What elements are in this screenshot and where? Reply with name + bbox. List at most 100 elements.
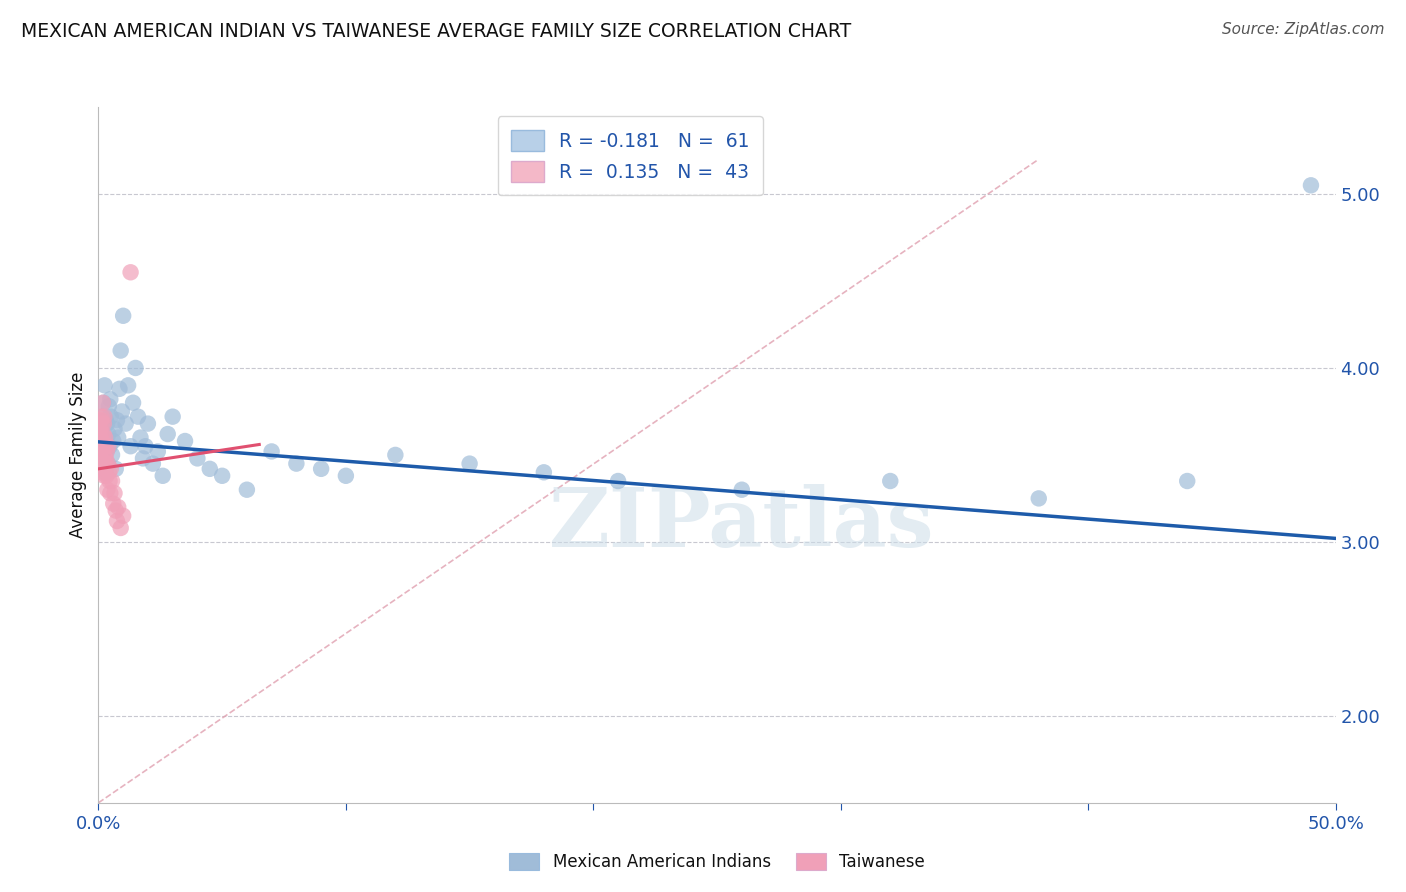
- Text: MEXICAN AMERICAN INDIAN VS TAIWANESE AVERAGE FAMILY SIZE CORRELATION CHART: MEXICAN AMERICAN INDIAN VS TAIWANESE AVE…: [21, 22, 852, 41]
- Text: Source: ZipAtlas.com: Source: ZipAtlas.com: [1222, 22, 1385, 37]
- Point: [93, 378, 115, 392]
- Point: [533, 466, 555, 480]
- Point: [152, 468, 174, 483]
- Point: [91, 466, 114, 480]
- Point: [103, 434, 125, 448]
- Point: [458, 457, 481, 471]
- Point: [198, 462, 221, 476]
- Text: ZIPatlas: ZIPatlas: [550, 484, 935, 565]
- Point: [146, 444, 169, 458]
- Point: [142, 457, 165, 471]
- Point: [103, 422, 125, 436]
- Point: [96, 444, 118, 458]
- Point: [100, 409, 122, 424]
- Point: [91, 451, 114, 466]
- Point: [124, 361, 146, 376]
- Point: [94, 431, 117, 445]
- Point: [97, 427, 120, 442]
- Point: [236, 483, 259, 497]
- Y-axis label: Average Family Size: Average Family Size: [69, 372, 87, 538]
- Point: [93, 434, 115, 448]
- Point: [97, 466, 120, 480]
- Point: [156, 427, 179, 442]
- Point: [90, 444, 112, 458]
- Point: [384, 448, 406, 462]
- Point: [98, 474, 121, 488]
- Point: [97, 399, 120, 413]
- Point: [122, 396, 145, 410]
- Legend: R = -0.181   N =  61, R =  0.135   N =  43: R = -0.181 N = 61, R = 0.135 N = 43: [498, 117, 763, 195]
- Point: [98, 392, 121, 407]
- Point: [120, 439, 142, 453]
- Point: [103, 486, 125, 500]
- Point: [90, 434, 112, 448]
- Point: [90, 413, 112, 427]
- Point: [134, 439, 156, 453]
- Point: [94, 462, 117, 476]
- Point: [91, 396, 114, 410]
- Point: [91, 417, 114, 431]
- Point: [96, 468, 118, 483]
- Point: [112, 309, 135, 323]
- Point: [93, 448, 115, 462]
- Point: [89, 439, 111, 453]
- Point: [98, 486, 121, 500]
- Point: [96, 483, 118, 497]
- Point: [174, 434, 197, 448]
- Point: [108, 382, 131, 396]
- Point: [110, 521, 132, 535]
- Point: [96, 417, 118, 431]
- Point: [1175, 474, 1198, 488]
- Point: [100, 462, 122, 476]
- Point: [89, 451, 111, 466]
- Point: [90, 457, 112, 471]
- Point: [94, 466, 117, 480]
- Point: [90, 422, 112, 436]
- Point: [114, 417, 136, 431]
- Point: [94, 413, 117, 427]
- Point: [607, 474, 630, 488]
- Point: [260, 444, 283, 458]
- Point: [93, 417, 115, 431]
- Point: [105, 413, 128, 427]
- Point: [107, 500, 129, 514]
- Point: [93, 457, 115, 471]
- Point: [93, 468, 115, 483]
- Point: [162, 409, 184, 424]
- Point: [101, 474, 124, 488]
- Point: [1299, 178, 1322, 193]
- Point: [112, 508, 135, 523]
- Point: [93, 409, 115, 424]
- Point: [93, 396, 115, 410]
- Point: [127, 409, 149, 424]
- Point: [91, 409, 114, 424]
- Point: [104, 462, 127, 476]
- Point: [103, 497, 125, 511]
- Point: [285, 457, 308, 471]
- Point: [94, 451, 117, 466]
- Point: [90, 439, 112, 453]
- Point: [110, 343, 132, 358]
- Point: [335, 468, 357, 483]
- Point: [211, 468, 233, 483]
- Point: [101, 448, 124, 462]
- Point: [90, 427, 112, 442]
- Point: [93, 427, 115, 442]
- Point: [879, 474, 901, 488]
- Point: [97, 439, 120, 453]
- Point: [309, 462, 332, 476]
- Legend: Mexican American Indians, Taiwanese: Mexican American Indians, Taiwanese: [501, 845, 934, 880]
- Point: [91, 439, 114, 453]
- Point: [91, 457, 114, 471]
- Point: [104, 503, 127, 517]
- Point: [105, 514, 128, 528]
- Point: [90, 409, 112, 424]
- Point: [97, 457, 120, 471]
- Point: [111, 404, 134, 418]
- Point: [94, 439, 117, 453]
- Point: [120, 265, 142, 279]
- Point: [731, 483, 754, 497]
- Point: [89, 422, 111, 436]
- Point: [1028, 491, 1050, 506]
- Point: [89, 431, 111, 445]
